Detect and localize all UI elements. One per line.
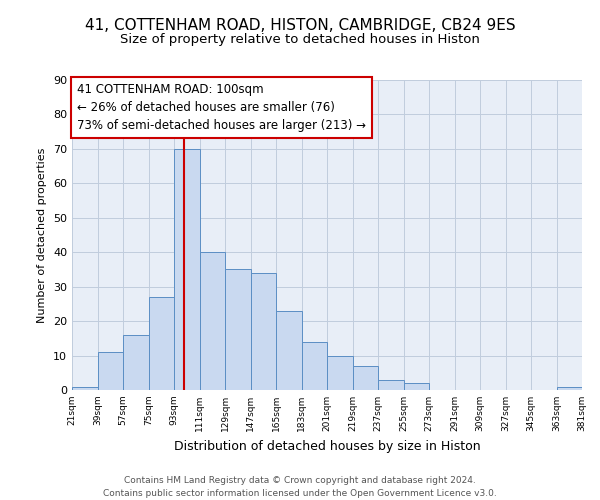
- Y-axis label: Number of detached properties: Number of detached properties: [37, 148, 47, 322]
- Bar: [123, 335, 149, 390]
- Text: Contains public sector information licensed under the Open Government Licence v3: Contains public sector information licen…: [103, 489, 497, 498]
- Bar: [225, 270, 251, 390]
- Bar: [174, 149, 199, 390]
- Bar: [199, 252, 225, 390]
- Bar: [149, 297, 174, 390]
- Bar: [327, 356, 353, 390]
- Text: 41 COTTENHAM ROAD: 100sqm
← 26% of detached houses are smaller (76)
73% of semi-: 41 COTTENHAM ROAD: 100sqm ← 26% of detac…: [77, 83, 366, 132]
- Bar: [72, 386, 97, 390]
- Bar: [557, 386, 582, 390]
- Bar: [276, 311, 302, 390]
- Text: 41, COTTENHAM ROAD, HISTON, CAMBRIDGE, CB24 9ES: 41, COTTENHAM ROAD, HISTON, CAMBRIDGE, C…: [85, 18, 515, 32]
- Bar: [353, 366, 378, 390]
- Text: Contains HM Land Registry data © Crown copyright and database right 2024.: Contains HM Land Registry data © Crown c…: [124, 476, 476, 485]
- Text: Size of property relative to detached houses in Histon: Size of property relative to detached ho…: [120, 32, 480, 46]
- Bar: [97, 352, 123, 390]
- Bar: [251, 273, 276, 390]
- Bar: [302, 342, 327, 390]
- X-axis label: Distribution of detached houses by size in Histon: Distribution of detached houses by size …: [173, 440, 481, 452]
- Bar: [378, 380, 404, 390]
- Bar: [404, 383, 429, 390]
